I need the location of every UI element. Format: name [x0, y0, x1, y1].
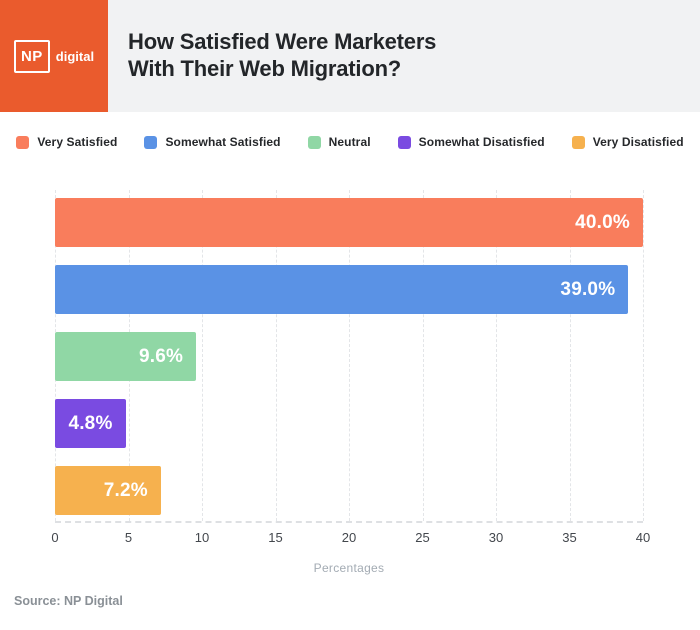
logo-digital-text: digital	[55, 48, 95, 64]
bar-somewhat-satisfied: 39.0%	[55, 265, 629, 314]
legend-label: Very Disatisfied	[592, 135, 684, 149]
legend-label: Somewhat Disatisfied	[418, 135, 545, 149]
x-axis-tick: 5	[124, 530, 133, 545]
np-digital-logo: NP digital	[0, 0, 108, 112]
legend-label: Somewhat Satisfied	[165, 135, 281, 149]
legend-item-neutral: Neutral	[307, 135, 371, 149]
bar-somewhat-disatisfied: 4.8%	[55, 399, 126, 448]
gridline	[275, 190, 277, 521]
legend-item-somewhat-disatisfied: Somewhat Disatisfied	[397, 135, 545, 149]
bar-value-label: 9.6%	[139, 345, 184, 367]
legend-label: Neutral	[328, 135, 371, 149]
page-title: How Satisfied Were Marketers With Their …	[128, 29, 437, 81]
legend-item-very-satisfied: Very Satisfied	[16, 135, 117, 149]
bar-value-label: 4.8%	[68, 412, 113, 434]
legend-swatch-icon	[571, 135, 585, 149]
legend-swatch-icon	[397, 135, 411, 149]
x-axis-tick: 15	[268, 530, 283, 545]
legend-label: Very Satisfied	[37, 135, 118, 149]
legend-swatch-icon	[307, 135, 321, 149]
logo: NP digital	[13, 39, 95, 73]
x-axis-tick: 30	[488, 530, 504, 545]
header-title-area: How Satisfied Were Marketers With Their …	[108, 0, 700, 112]
x-axis-tick: 25	[415, 530, 430, 545]
gridline	[569, 190, 571, 521]
bar-very-satisfied: 40.0%	[55, 198, 643, 247]
header: NP digital How Satisfied Were Marketers …	[0, 0, 700, 112]
bar-value-label: 7.2%	[103, 479, 148, 501]
x-axis-tick: 20	[341, 530, 357, 545]
bar-value-label: 39.0%	[560, 278, 616, 300]
legend-swatch-icon	[144, 135, 158, 149]
gridline	[422, 190, 424, 521]
gridline	[496, 190, 497, 521]
legend-item-very-disatisfied: Very Disatisfied	[571, 135, 684, 149]
x-axis-tick: 10	[194, 530, 210, 545]
bar-value-label: 40.0%	[575, 211, 630, 233]
bar-very-disatisfied: 7.2%	[55, 466, 161, 515]
source-attribution: Source: NP Digital	[14, 594, 123, 608]
x-axis-tick: 40	[635, 530, 651, 545]
logo-np-icon: NP	[13, 39, 50, 73]
legend-swatch-icon	[16, 135, 30, 149]
legend-item-somewhat-satisfied: Somewhat Satisfied	[144, 135, 281, 149]
x-axis-ticks: 0 5 10 15 20 25 30 35 40	[51, 530, 650, 546]
chart-plot-area: 40.0% 39.0% 9.6% 4.8% 7.2%	[55, 190, 644, 523]
x-axis-tick: 35	[562, 530, 577, 545]
chart-legend: Very Satisfied Somewhat Satisfied Neutral S…	[0, 135, 700, 149]
x-axis-label: Percentages	[313, 561, 385, 575]
gridline	[202, 190, 203, 521]
bar-neutral: 9.6%	[55, 332, 197, 381]
gridline	[349, 190, 350, 521]
x-axis-tick: 0	[51, 530, 59, 545]
gridline	[643, 190, 644, 521]
